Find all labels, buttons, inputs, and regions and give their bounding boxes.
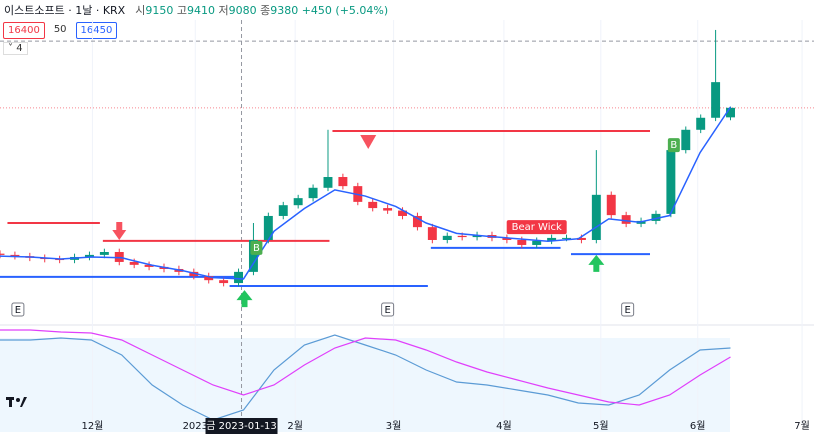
candle-body: [606, 194, 616, 216]
candle-body: [278, 205, 288, 216]
candle-body: [442, 235, 452, 240]
crosshair-label-box: [205, 418, 278, 434]
ohlc-value: 9080: [228, 4, 257, 17]
candle-body: [651, 213, 661, 221]
pane-count: 4: [16, 43, 23, 54]
osc-band: [0, 338, 730, 432]
oscillator-line: [0, 334, 731, 421]
candle-body: [412, 215, 422, 228]
candle-body: [10, 254, 20, 257]
moving-average: [0, 106, 732, 280]
earnings-text: E: [624, 305, 630, 316]
candle-body: [0, 253, 5, 255]
label-text: Bear Wick: [512, 222, 562, 233]
input[interactable]: 50: [53, 24, 67, 35]
candle-body: [547, 237, 557, 241]
ohlc-value: 9380: [270, 4, 299, 17]
ohlc-label: 시: [135, 4, 146, 17]
candle-body: [427, 227, 437, 240]
candle-body: [532, 240, 542, 245]
signal-marker: [236, 290, 253, 308]
candle-body: [368, 201, 378, 209]
candle-body: [234, 271, 244, 284]
x-tick-label: 2023: [183, 421, 208, 432]
candle-body: [84, 254, 94, 257]
inputs: 16400 50 16450: [3, 22, 118, 39]
candle-body: [666, 150, 676, 214]
signal-marker: [588, 254, 605, 272]
x-tick-label: 12월: [81, 420, 103, 432]
oscillator-line: [0, 329, 731, 406]
candle-body: [398, 210, 407, 216]
candle-body: [293, 198, 303, 206]
candle-body: [129, 261, 139, 265]
label-box: [506, 220, 567, 235]
input[interactable]: 16400: [3, 22, 45, 39]
crosshair-label: 금 2023-01-13: [206, 420, 277, 432]
earnings-box: [621, 302, 635, 317]
candle-body: [308, 187, 318, 199]
input[interactable]: 16450: [75, 22, 118, 39]
ohlc-label: 저: [218, 4, 229, 17]
candle-body: [502, 237, 512, 240]
earnings-text: E: [384, 305, 390, 316]
candle-body: [219, 280, 229, 284]
earnings-box: [11, 302, 25, 317]
candle-body: [576, 237, 586, 240]
change: +450 (+5.04%): [301, 4, 389, 17]
signal-marker: [112, 221, 127, 240]
candle-body: [338, 177, 348, 187]
x-tick-label: 3월: [386, 420, 402, 432]
candle-body: [383, 208, 393, 211]
earnings-box: [381, 302, 395, 317]
candle-body: [248, 239, 258, 272]
symbol: 이스트소프트 · 1날 · KRX: [4, 4, 126, 17]
candle-body: [726, 107, 735, 118]
label-text: B: [253, 243, 260, 254]
label-text: B: [670, 140, 677, 151]
candle-body: [711, 82, 721, 118]
candle-body: [323, 177, 333, 188]
candle-body: [696, 117, 706, 130]
x-tick-label: 5월: [593, 420, 609, 432]
x-tick-label: 7월: [794, 420, 810, 432]
candle-body: [263, 215, 273, 240]
ohlc: 시9150 고9410 저9080 종9380 +450 (+5.04%): [135, 2, 388, 18]
candle-body: [457, 235, 467, 238]
ohlc-value: 9410: [186, 4, 215, 17]
candle-body: [591, 194, 601, 240]
signal-marker: [360, 135, 377, 150]
ohlc-label: 고: [176, 4, 187, 17]
ohlc-label: 종: [260, 4, 271, 17]
ohlc-value: 9150: [145, 4, 174, 17]
label-box: [250, 240, 263, 255]
label-box: [667, 138, 680, 153]
candle-body: [114, 252, 124, 262]
candle-body: [517, 239, 527, 245]
candle-body: [99, 252, 109, 255]
candle-body: [144, 264, 154, 267]
x-tick-label: 6월: [690, 420, 706, 432]
header: 이스트소프트 · 1날 · KRX 시9150 고9410 저9080 종938…: [4, 2, 388, 18]
earnings-text: E: [15, 305, 21, 316]
candle-body: [681, 129, 691, 151]
candle-body: [562, 237, 571, 239]
x-tick-label: 2월: [287, 420, 303, 432]
pane-toggle[interactable]: ˅ 4: [3, 42, 28, 55]
candle-body: [621, 215, 631, 224]
x-tick-label: 4월: [496, 420, 512, 432]
candle-body: [204, 276, 214, 281]
logo: [6, 397, 27, 407]
